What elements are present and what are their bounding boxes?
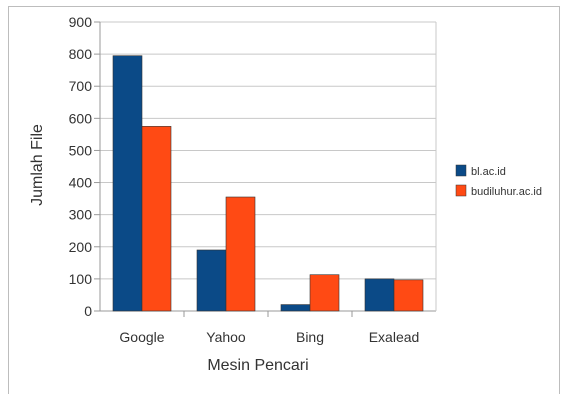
y-tick-label: 800 bbox=[69, 46, 93, 62]
chart-frame bbox=[8, 6, 560, 394]
y-tick-label: 500 bbox=[69, 142, 93, 158]
bar-budiluhur-ac-id-google bbox=[141, 126, 172, 312]
y-tick-label: 300 bbox=[69, 207, 93, 223]
y-tick-label: 400 bbox=[69, 175, 93, 191]
bar-budiluhur-ac-id-exalead bbox=[393, 279, 424, 312]
y-tick-label: 900 bbox=[69, 14, 93, 30]
x-tick-label-bing: Bing bbox=[296, 329, 324, 345]
bar-budiluhur-ac-id-bing bbox=[309, 274, 340, 312]
bars bbox=[112, 55, 424, 312]
x-axis-title: Mesin Pencari bbox=[207, 357, 308, 374]
legend-label-bl: bl.ac.id bbox=[471, 166, 506, 178]
bar-bl-ac-id-bing bbox=[280, 304, 311, 312]
bar-bl-ac-id-yahoo bbox=[196, 249, 227, 312]
y-tick-label: 700 bbox=[69, 78, 93, 94]
y-tick-label: 200 bbox=[69, 239, 93, 255]
x-tick-label-yahoo: Yahoo bbox=[206, 329, 246, 345]
y-tick-label: 100 bbox=[69, 271, 93, 287]
legend: bl.ac.id budiluhur.ac.id bbox=[455, 164, 542, 198]
legend-swatch-budiluhur bbox=[455, 184, 467, 197]
legend-swatch-bl bbox=[455, 164, 467, 177]
y-tick-label: 0 bbox=[84, 303, 92, 319]
bar-bl-ac-id-google bbox=[112, 55, 143, 312]
y-axis-title: Jumlah File bbox=[29, 124, 46, 206]
y-tick-label: 600 bbox=[69, 110, 93, 126]
x-tick-label-google: Google bbox=[119, 329, 164, 345]
x-tick-labels: Google Yahoo Bing Exalead bbox=[119, 329, 419, 345]
x-tick-label-exalead: Exalead bbox=[369, 329, 420, 345]
bar-budiluhur-ac-id-yahoo bbox=[225, 196, 256, 312]
bar-bl-ac-id-exalead bbox=[364, 278, 395, 312]
legend-label-budiluhur: budiluhur.ac.id bbox=[471, 186, 542, 198]
y-tick-labels: 0 100 200 300 400 500 600 700 800 900 bbox=[69, 14, 93, 319]
